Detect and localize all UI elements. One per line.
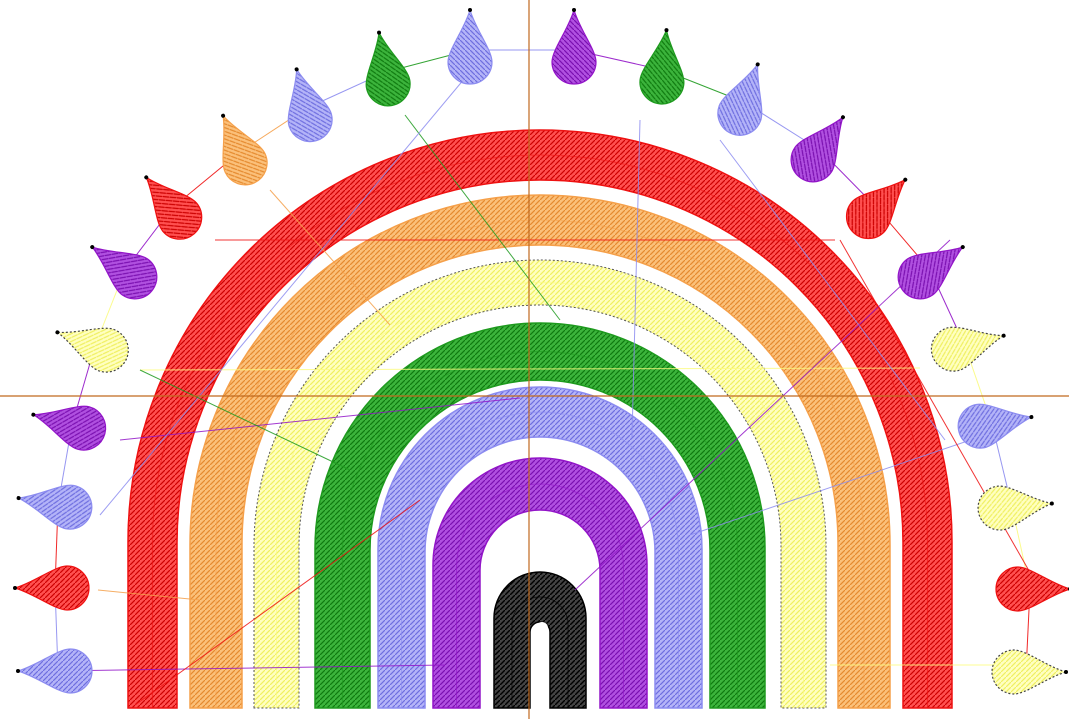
arc-orange: [189, 194, 891, 709]
jump-stitch-line: [839, 239, 1041, 591]
jump-stitch-line: [99, 59, 481, 516]
arc-green: [314, 322, 766, 709]
jump-stitch-line: [574, 239, 951, 591]
teardrop-blue-1: [15, 648, 93, 694]
teardrop-blue-9: [287, 67, 333, 143]
jump-stitch-line: [57, 664, 446, 672]
arc-yellow: [253, 259, 827, 709]
teardrop-blue-3: [16, 484, 93, 530]
teardrop-orange-8: [221, 113, 268, 186]
teardrop-red-2: [12, 565, 90, 611]
arc-black: [493, 571, 587, 709]
teardrop-blue-14: [717, 62, 763, 136]
arc-black-stitch-line: [511, 596, 569, 708]
jump-stitch-line: [269, 189, 391, 326]
black-arc-gap: [536, 622, 548, 719]
arc-blue: [377, 386, 703, 709]
teardrop-yellow-5: [55, 327, 129, 373]
arc-blue-stitch-line: [401, 411, 679, 708]
arc-orange-stitch-line: [215, 219, 865, 708]
jump-stitch-line: [119, 397, 521, 441]
jump-stitch-line: [404, 114, 561, 321]
arc-yellow-stitch-line: [276, 282, 804, 708]
teardrop-blue-19: [957, 403, 1034, 449]
jump-stitch-line: [139, 367, 921, 371]
jump-stitch-line: [689, 429, 1001, 536]
teardrop-purple-17: [897, 245, 965, 300]
teardrop-purple-6: [90, 245, 158, 300]
jump-stitch-line: [631, 119, 641, 438]
arc-purple-stitch-line: [456, 483, 624, 708]
teardrop-purple-4: [31, 405, 107, 451]
jump-stitch-line: [97, 589, 201, 601]
jump-stitch-line: [134, 499, 421, 706]
teardrop-yellow-20: [977, 485, 1054, 531]
teardrop-yellow-18: [930, 326, 1006, 372]
arc-purple: [432, 457, 648, 709]
teardrop-red-16: [845, 177, 908, 240]
teardrop-purple-12: [551, 7, 597, 85]
teardrop-blue-11: [447, 7, 493, 85]
jump-stitch-line: [139, 369, 351, 471]
rainbow-arcs: [127, 129, 953, 719]
teardrop-red-7: [144, 175, 203, 240]
jump-stitch-line: [719, 139, 946, 441]
teardrop-red-21: [995, 566, 1069, 612]
teardrop-purple-15: [790, 115, 845, 183]
arc-red: [127, 129, 953, 709]
teardrop-yellow-22: [991, 649, 1069, 695]
arc-green-stitch-line: [342, 351, 738, 708]
teardrop-green-13: [639, 28, 685, 105]
teardrop-border: [12, 7, 1069, 695]
teardrop-green-10: [365, 30, 411, 107]
